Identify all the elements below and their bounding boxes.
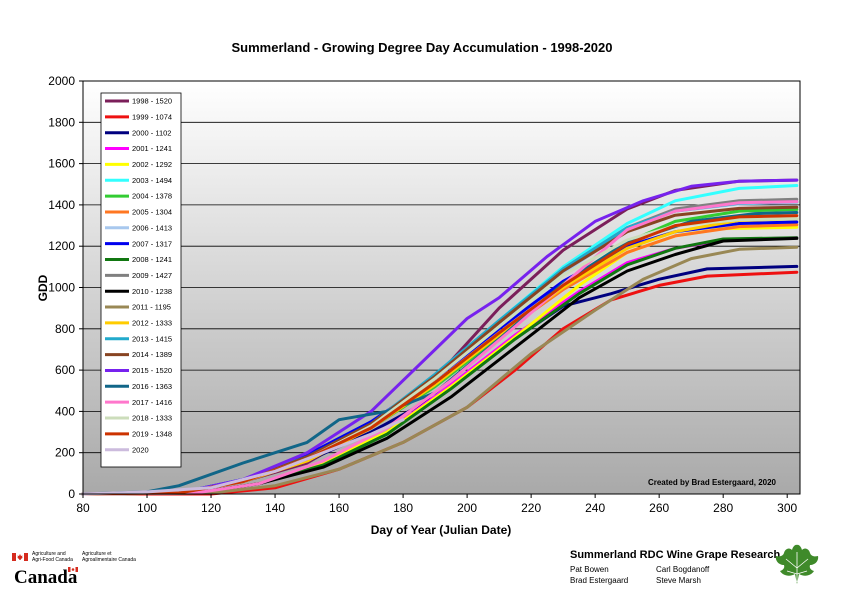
- legend-label: 1998 - 1520: [132, 97, 172, 106]
- legend-box: [100, 92, 182, 468]
- legend-label: 2001 - 1241: [132, 144, 172, 153]
- legend-label: 2010 - 1238: [132, 287, 172, 296]
- legend-label: 2004 - 1378: [132, 192, 172, 201]
- series-lines: [81, 178, 799, 496]
- legend-label: 2002 - 1292: [132, 160, 172, 169]
- x-tick-label: 220: [521, 501, 541, 515]
- y-axis-title: GDD: [36, 274, 50, 301]
- y-tick-label: 1200: [48, 239, 75, 253]
- person-name: Carl Bogdanoff: [656, 565, 710, 574]
- series-line: [81, 245, 799, 496]
- x-tick-label: 300: [777, 501, 797, 515]
- x-tick-label: 100: [137, 501, 157, 515]
- person-name: Pat Bowen: [570, 565, 609, 574]
- x-tick-label: 80: [76, 501, 90, 515]
- y-tick-label: 1400: [48, 198, 75, 212]
- canada-flag-icon: [12, 553, 28, 561]
- chart-title: Summerland - Growing Degree Day Accumula…: [232, 40, 613, 55]
- canada-wordmark-flag-icon: [68, 567, 78, 572]
- research-title: Summerland RDC Wine Grape Research: [570, 549, 781, 561]
- y-tick-label: 800: [55, 322, 75, 336]
- legend: 1998 - 1520 1999 - 1074 2000 - 1102 2001 - …: [105, 97, 172, 454]
- grape-leaf-icon: [775, 544, 819, 584]
- legend-label: 2000 - 1102: [132, 128, 171, 137]
- legend-label: 2009 - 1427: [132, 271, 172, 280]
- series-line: [81, 178, 799, 496]
- y-tick-label: 1000: [48, 281, 75, 295]
- y-tick-label: 400: [55, 404, 75, 418]
- x-tick-label: 140: [265, 501, 285, 515]
- y-tick-label: 200: [55, 446, 75, 460]
- legend-label: 2013 - 1415: [132, 334, 172, 343]
- x-axis-title: Day of Year (Julian Date): [371, 523, 512, 537]
- legend-label: 2017 - 1416: [132, 398, 172, 407]
- legend-label: 2007 - 1317: [132, 239, 172, 248]
- research-credits: Summerland RDC Wine Grape Research Pat B…: [570, 544, 840, 594]
- x-tick-label: 180: [393, 501, 413, 515]
- legend-label: 2019 - 1348: [132, 429, 172, 438]
- x-tick-label: 200: [457, 501, 477, 515]
- legend-label: 2008 - 1241: [132, 255, 172, 264]
- agency-signature: Agriculture and Agri-Food Canada Agricul…: [12, 551, 172, 591]
- legend-label: 2015 - 1520: [132, 366, 172, 375]
- y-tick-label: 2000: [48, 74, 75, 88]
- axis-ticks: 0 200 400 600 800 1000 1200 1400 1600 1800 2000 80 1…: [48, 74, 797, 515]
- x-tick-label: 260: [649, 501, 669, 515]
- legend-label: 2003 - 1494: [132, 176, 172, 185]
- legend-label: 2011 - 1195: [132, 303, 171, 312]
- legend-label: 2018 - 1333: [132, 414, 172, 423]
- y-tick-label: 1800: [48, 115, 75, 129]
- person-name: Brad Estergaard: [570, 576, 629, 585]
- series-line: [81, 418, 405, 496]
- x-tick-label: 240: [585, 501, 605, 515]
- x-tick-label: 160: [329, 501, 349, 515]
- series-line: [81, 200, 799, 496]
- legend-label: 2020: [132, 445, 149, 454]
- credit-annotation: Created by Brad Estergaard, 2020: [648, 478, 777, 487]
- x-tick-label: 120: [201, 501, 221, 515]
- legend-label: 1999 - 1074: [132, 112, 172, 121]
- agency-name-en: Agriculture and Agri-Food Canada: [32, 551, 73, 563]
- legend-label: 2006 - 1413: [132, 223, 172, 232]
- person-name: Steve Marsh: [656, 576, 701, 585]
- canada-wordmark: Canada: [14, 567, 78, 588]
- y-tick-label: 600: [55, 363, 75, 377]
- y-tick-label: 1600: [48, 157, 75, 171]
- legend-label: 2016 - 1363: [132, 382, 172, 391]
- x-tick-label: 280: [713, 501, 733, 515]
- legend-label: 2005 - 1304: [132, 208, 172, 217]
- y-tick-label: 0: [68, 487, 75, 501]
- agency-name-fr: Agriculture et Agroalimentaire Canada: [82, 551, 136, 563]
- legend-label: 2014 - 1389: [132, 350, 172, 359]
- legend-label: 2012 - 1333: [132, 319, 172, 328]
